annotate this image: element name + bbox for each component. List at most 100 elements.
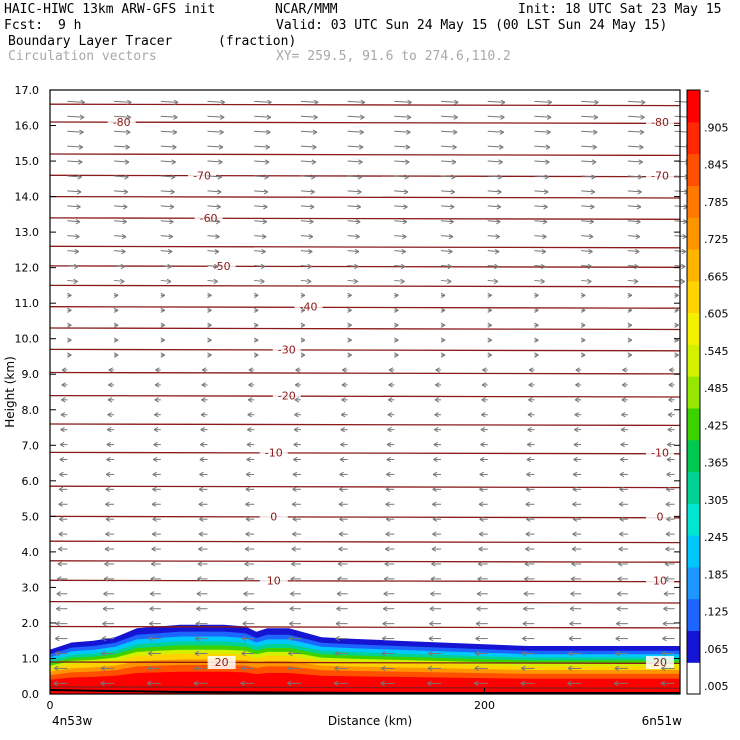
vector-head: [339, 471, 344, 478]
vector-head: [575, 367, 581, 373]
vector-shaft: [440, 220, 454, 223]
colorbar-tick-label: .485: [704, 382, 729, 395]
y-tick-label: 14.0: [15, 191, 40, 204]
y-tick-label: 15.0: [15, 155, 40, 168]
vector-head: [153, 427, 159, 433]
vector-head: [493, 278, 499, 285]
vector-shaft: [160, 279, 172, 282]
isotherm-line: [49, 245, 681, 249]
vector-head: [244, 546, 250, 552]
vector-head: [569, 621, 574, 627]
vector-head: [347, 352, 352, 358]
vector-head: [219, 129, 224, 135]
vector-head: [101, 650, 106, 657]
vector-head: [154, 397, 159, 403]
x-tick-label: 0: [47, 699, 54, 712]
vector-head: [380, 680, 385, 686]
vector-head: [478, 501, 484, 507]
vector-head: [357, 189, 362, 195]
vector-shaft: [440, 175, 456, 178]
vector-head: [427, 665, 433, 672]
vector-head: [474, 665, 479, 672]
vector-head: [59, 441, 65, 448]
vector-head: [333, 680, 339, 686]
vector-head: [151, 501, 157, 507]
vector-head: [381, 635, 387, 642]
vector-head: [102, 621, 107, 627]
fcst-label: Fcst:: [4, 18, 44, 33]
vector-shaft: [534, 130, 551, 133]
vector-shaft: [207, 205, 221, 208]
vector-shaft: [487, 160, 503, 163]
vector-head: [545, 144, 551, 150]
vector-head: [200, 427, 205, 433]
vector-shaft: [534, 100, 552, 103]
vector-head: [199, 516, 204, 522]
vector-head: [663, 591, 669, 597]
vector-shaft: [581, 265, 592, 268]
vector-head: [528, 367, 534, 373]
vector-head: [487, 352, 492, 358]
vector-head: [347, 292, 352, 298]
vector-shaft: [67, 130, 84, 133]
vector-head: [434, 412, 439, 418]
vector-head: [146, 680, 152, 686]
vector-head: [151, 531, 157, 537]
vector-head: [107, 412, 112, 418]
vector-shaft: [394, 175, 409, 178]
vector-head: [104, 561, 109, 567]
vector-head: [479, 471, 484, 478]
vector-head: [544, 174, 550, 180]
contour-label: -50: [213, 260, 231, 273]
vector-head: [193, 680, 199, 686]
vector-head: [640, 99, 646, 106]
vector-head: [266, 129, 271, 135]
vector-shaft: [534, 190, 549, 193]
vector-shaft: [207, 190, 222, 193]
vector-head: [522, 621, 528, 627]
colorbar-segment: [687, 153, 700, 186]
vector-head: [354, 248, 360, 255]
vector-head: [568, 650, 573, 657]
vector-shaft: [300, 190, 315, 193]
vector-shaft: [114, 279, 125, 282]
colorbar-segment: [687, 503, 700, 536]
vector-head: [428, 650, 433, 657]
y-tick-label: 2.0: [22, 617, 40, 630]
contour-label: -10: [265, 446, 283, 459]
vector-shaft: [300, 145, 317, 148]
vector-head: [592, 144, 597, 150]
vector-head: [194, 665, 199, 672]
vector-head: [244, 561, 249, 567]
colorbar-frame: [686, 89, 701, 695]
vector-head: [665, 546, 670, 552]
x-endpoint-left: 4n53w: [52, 714, 93, 728]
y-tick-label: 4.0: [22, 546, 40, 559]
vector-shaft: [347, 190, 362, 193]
vector-head: [527, 427, 532, 433]
vector-head: [55, 621, 60, 627]
vector-head: [500, 99, 506, 106]
vector-head: [153, 441, 158, 448]
colorbar-tick-label: .425: [704, 419, 729, 432]
vector-head: [435, 367, 440, 373]
vector-shaft: [627, 115, 645, 118]
vector-head: [160, 307, 166, 313]
vector-shaft: [581, 100, 599, 103]
isotherm-line: [49, 686, 681, 689]
vector-head: [248, 382, 253, 388]
vector-head: [100, 665, 106, 672]
vector-head: [591, 174, 596, 180]
vector-head: [263, 189, 269, 195]
vector-head: [524, 561, 530, 567]
vector-head: [452, 129, 458, 135]
vector-head: [75, 234, 80, 240]
vector-shaft: [581, 250, 593, 253]
vector-head: [572, 516, 578, 522]
vector-head: [540, 263, 546, 270]
isotherm-line: [49, 423, 681, 427]
vector-head: [495, 234, 500, 240]
vector-shaft: [487, 145, 504, 148]
vector-head: [394, 322, 399, 328]
